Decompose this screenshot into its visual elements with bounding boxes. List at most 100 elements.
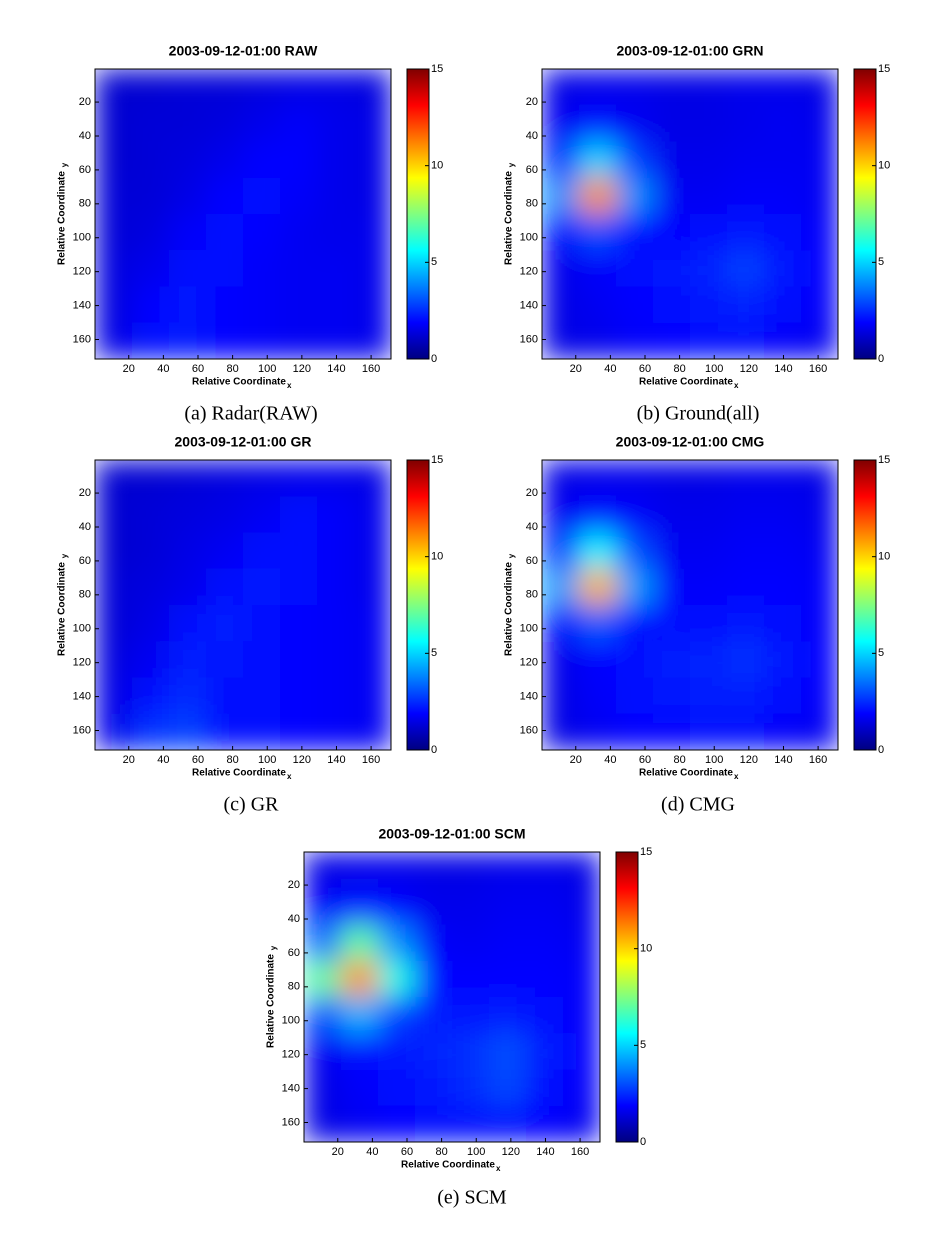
heatmap-cell <box>169 460 207 497</box>
y-axis-label: Relative Coordinate <box>57 171 68 265</box>
heatmap-cell <box>801 713 838 750</box>
heatmap-cell <box>653 496 691 533</box>
y-tick-label: 80 <box>288 981 300 993</box>
heatmap-cell <box>452 888 490 925</box>
heatmap-cell <box>616 568 654 606</box>
panel: 20 40 60 80 100 120 140 16020406080100120140160… <box>57 434 444 816</box>
heatmap-cell <box>317 496 355 533</box>
colorbar-tick-label: 5 <box>431 256 437 268</box>
heatmap-cell <box>206 141 244 179</box>
y-tick-label: 20 <box>288 879 300 891</box>
x-axis-label-subscript: x <box>734 772 739 781</box>
y-tick-label: 160 <box>73 333 91 345</box>
colorbar-tick-label: 10 <box>640 943 652 955</box>
heatmap-cell <box>132 496 170 533</box>
heatmap-cell <box>526 852 564 889</box>
heatmap-cell <box>354 105 391 142</box>
x-tick-label: 40 <box>366 1146 378 1158</box>
heatmap-cell <box>526 888 564 925</box>
heatmap-cell <box>801 286 838 324</box>
heatmap-cell <box>579 496 617 533</box>
heatmap-cell <box>169 250 207 287</box>
heatmap-cell <box>727 641 765 678</box>
heatmap-cell <box>542 605 580 642</box>
heatmap-cell <box>169 496 207 533</box>
y-tick-label: 100 <box>73 623 91 635</box>
heatmap-cells <box>95 69 391 359</box>
x-tick-label: 80 <box>673 363 685 375</box>
heatmap-cell <box>415 852 453 889</box>
heatmap-cell <box>304 888 342 925</box>
panel: 20 40 60 80 100 120 140 16020406080100120140160… <box>504 434 891 816</box>
heatmap-cell <box>653 605 691 642</box>
heatmap-cell <box>132 677 170 715</box>
chart-title: 2003-09-12-01:00 SCM <box>378 826 525 842</box>
heatmap-cell <box>132 532 170 570</box>
y-tick-label: 160 <box>282 1116 300 1128</box>
heatmap-cell <box>169 605 207 642</box>
heatmap-cell <box>317 286 355 324</box>
colorbar-tick-label: 15 <box>878 454 890 466</box>
y-axis-label-subscript: y <box>60 162 69 167</box>
heatmap-cell <box>95 460 133 497</box>
heatmap-cell <box>132 460 170 497</box>
heatmap-cell <box>616 677 654 715</box>
heatmap-cell <box>378 1069 416 1107</box>
heatmap-cell <box>243 713 281 750</box>
heatmap-cell <box>764 141 802 179</box>
heatmap-cell <box>169 214 207 251</box>
heatmap-cell <box>169 677 207 715</box>
heatmap-cells <box>542 69 838 359</box>
y-tick-label: 40 <box>79 130 91 142</box>
heatmap-cell <box>243 177 281 215</box>
heatmap-cell <box>378 997 416 1034</box>
x-tick-label: 60 <box>401 1146 413 1158</box>
heatmap-cell <box>764 532 802 570</box>
heatmap-cell <box>727 214 765 251</box>
heatmap-cell <box>690 177 728 215</box>
x-tick-label: 20 <box>123 754 135 766</box>
colorbar-tick-label: 10 <box>878 160 890 172</box>
heatmap-cell <box>801 568 838 606</box>
heatmap-cell <box>542 177 580 215</box>
heatmap-cell <box>280 322 318 359</box>
heatmap-cell <box>452 1069 490 1107</box>
heatmap <box>542 69 838 359</box>
heatmap-cell <box>354 460 391 497</box>
heatmap-cells <box>542 460 838 750</box>
heatmap-cell <box>280 605 318 642</box>
heatmap-cell <box>280 250 318 287</box>
heatmap-cell <box>764 286 802 324</box>
heatmap-cell <box>764 105 802 142</box>
x-tick-label: 40 <box>604 754 616 766</box>
heatmap-cell <box>452 852 490 889</box>
heatmap-cell <box>801 532 838 570</box>
heatmap-cell <box>526 1033 564 1070</box>
colorbar-tick-label: 15 <box>431 63 443 75</box>
heatmap-cell <box>280 568 318 606</box>
heatmap-cell <box>132 641 170 678</box>
heatmap-cell <box>690 641 728 678</box>
heatmap-cell <box>526 1105 564 1142</box>
y-axis-label-subscript: y <box>507 162 516 167</box>
heatmap-cell <box>526 924 564 962</box>
axes-frame <box>541 459 839 751</box>
heatmap-cell <box>801 214 838 251</box>
heatmap-cell <box>616 177 654 215</box>
heatmap-cell <box>690 250 728 287</box>
heatmap-cell <box>415 1069 453 1107</box>
chart-title: 2003-09-12-01:00 RAW <box>169 43 318 59</box>
colorbar-tick-label: 5 <box>640 1039 646 1051</box>
panel: 20 40 60 80 100 120 140 16020406080100120140160… <box>266 826 653 1209</box>
y-axis-label-subscript: y <box>269 945 278 950</box>
x-tick-label: 60 <box>192 754 204 766</box>
heatmap-cell <box>616 322 654 359</box>
heatmap-cell <box>317 105 355 142</box>
heatmap-cell <box>415 960 453 998</box>
heatmap-cell <box>653 713 691 750</box>
heatmap-cell <box>452 1033 490 1070</box>
heatmap-cell <box>95 568 133 606</box>
heatmap-cell <box>341 888 379 925</box>
colorbar-tick-label: 0 <box>878 353 884 365</box>
heatmap-cell <box>243 460 281 497</box>
